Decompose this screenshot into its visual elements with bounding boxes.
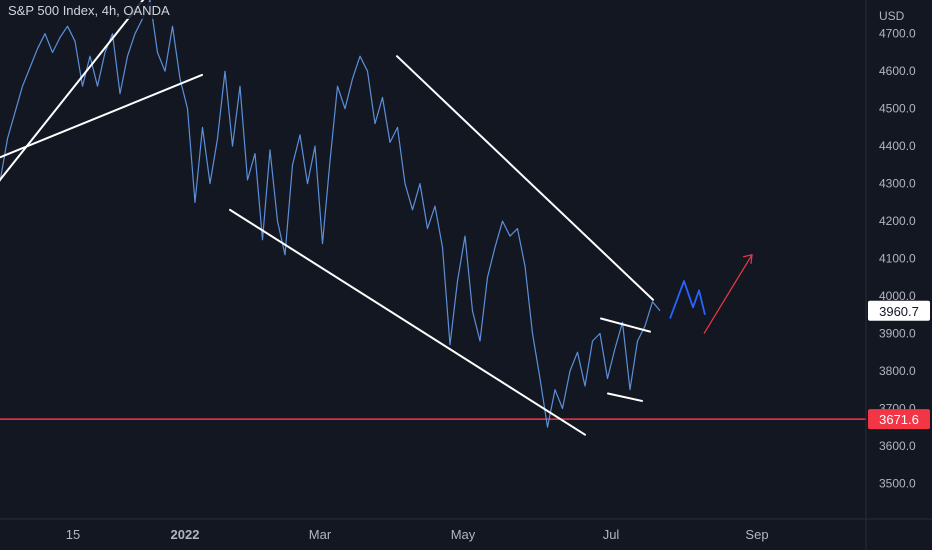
currency-label: USD: [879, 9, 905, 23]
symbol-title[interactable]: S&P 500 Index, 4h, OANDA: [6, 2, 172, 19]
y-tick-label: 4300.0: [879, 177, 916, 191]
x-tick-label: Sep: [745, 527, 768, 542]
y-tick-label: 3500.0: [879, 476, 916, 490]
y-tick-label: 4000.0: [879, 289, 916, 303]
lower-channel-line: [0, 73, 203, 159]
y-tick-label: 3600.0: [879, 439, 916, 453]
flag-bottom-line: [607, 392, 643, 402]
lower-wedge-line: [229, 208, 586, 436]
y-tick-label: 3800.0: [879, 364, 916, 378]
projection-arrow-line: [703, 254, 753, 334]
x-tick-label: 2022: [171, 527, 200, 542]
plot-area[interactable]: [0, 0, 866, 436]
y-tick-label: 4700.0: [879, 27, 916, 41]
x-tick-label: Jul: [603, 527, 620, 542]
support-price-label: 3671.6: [879, 412, 919, 427]
y-tick-label: 4400.0: [879, 139, 916, 153]
y-tick-label: 4600.0: [879, 64, 916, 78]
projection-wave: [669, 280, 706, 319]
price-labels: 3960.7 3671.6: [868, 300, 930, 430]
y-tick-label: 4500.0: [879, 102, 916, 116]
upper-channel-line: [0, 0, 145, 181]
support-price-box: [868, 409, 930, 430]
x-tick-label: Mar: [309, 527, 332, 542]
last-price-label: 3960.7: [879, 304, 919, 319]
y-tick-label: 3900.0: [879, 327, 916, 341]
x-tick-label: 15: [66, 527, 80, 542]
projection-arrow-head: [742, 254, 753, 264]
time-axis[interactable]: 15 2022 Mar May Jul Sep: [66, 527, 769, 542]
y-tick-label: 4200.0: [879, 214, 916, 228]
flag-top-line: [600, 317, 651, 333]
upper-wedge-line: [396, 55, 654, 301]
x-tick-label: May: [451, 527, 476, 542]
last-price-box: [868, 300, 930, 321]
y-tick-label: 4100.0: [879, 252, 916, 266]
